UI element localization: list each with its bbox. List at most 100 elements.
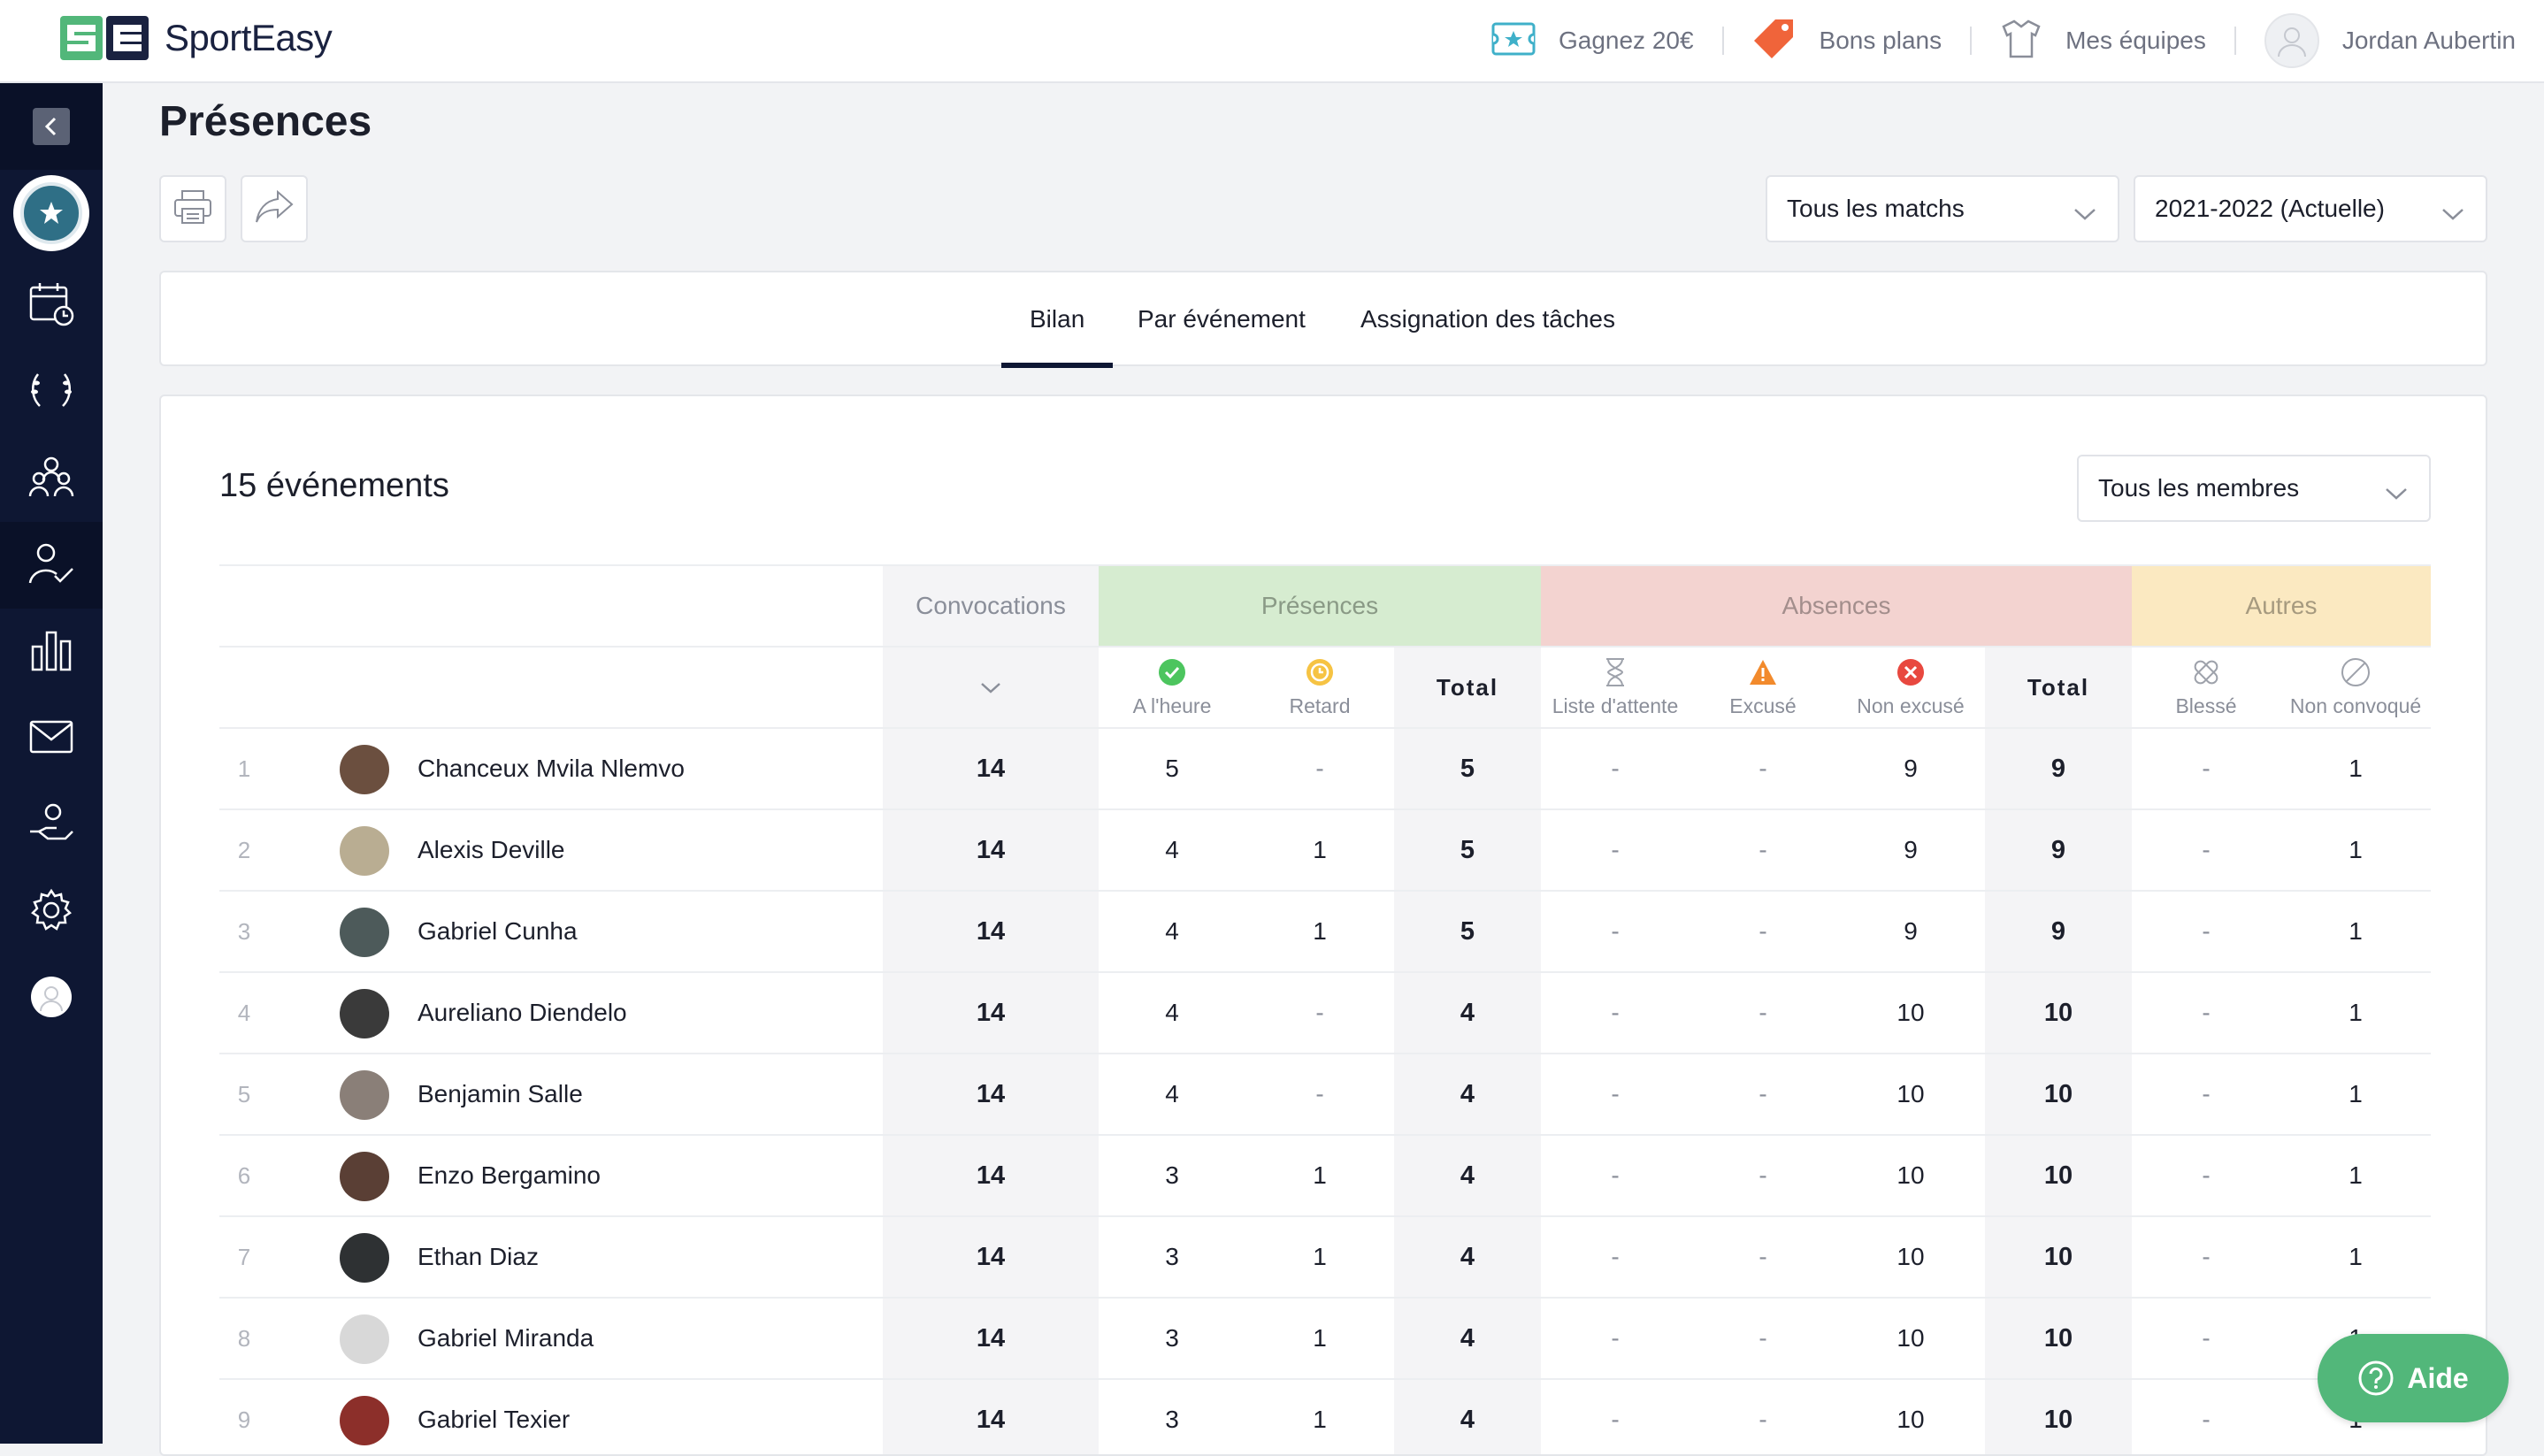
table-row[interactable]: 5 Benjamin Salle 14 4 - 4 - - 10 10 - 1 [219, 1053, 2431, 1134]
user-menu[interactable]: Jordan Aubertin [2236, 0, 2544, 81]
sidebar-item-payments[interactable] [0, 782, 103, 869]
cell-injured: - [2202, 1406, 2211, 1433]
col-excused[interactable]: Excusé [1690, 648, 1836, 727]
sidebar-item-settings[interactable] [0, 869, 103, 955]
player-name[interactable]: Gabriel Cunha [418, 917, 578, 945]
player-name[interactable]: Gabriel Miranda [418, 1324, 594, 1352]
sporteasy-logo[interactable]: SportEasy [60, 16, 333, 60]
tab-par-evenement[interactable]: Par événement [1138, 305, 1306, 333]
attendance-icon [28, 542, 74, 589]
player-avatar[interactable] [340, 908, 389, 957]
cell-excused: - [1759, 755, 1767, 782]
player-name[interactable]: Benjamin Salle [418, 1080, 583, 1107]
sort-convocations-button[interactable] [883, 648, 1099, 727]
top-nav: Gagnez 20€ Bons plans Mes équipes Jordan… [1463, 0, 2544, 81]
cell-late: - [1315, 999, 1324, 1026]
col-injured[interactable]: Blessé [2132, 648, 2280, 727]
warning-icon [1748, 657, 1778, 687]
print-button[interactable] [159, 175, 226, 242]
sidebar-item-team[interactable] [0, 170, 103, 257]
cell-not-called: 1 [2349, 999, 2363, 1026]
sidebar-item-competitions[interactable] [0, 349, 103, 435]
sidebar-item-stats[interactable] [0, 609, 103, 695]
table-row[interactable]: 4 Aureliano Diendelo 14 4 - 4 - - 10 10 - 1 [219, 971, 2431, 1053]
hourglass-icon [1605, 657, 1626, 687]
player-name[interactable]: Aureliano Diendelo [418, 999, 627, 1026]
player-name[interactable]: Enzo Bergamino [418, 1161, 602, 1189]
col-absences-total[interactable]: Total [1985, 648, 2132, 727]
col-not-excused[interactable]: Non excusé [1836, 648, 1985, 727]
mail-icon [29, 720, 73, 758]
cell-late: - [1315, 1080, 1324, 1107]
player-avatar[interactable] [340, 745, 389, 794]
player-name[interactable]: Gabriel Texier [418, 1406, 571, 1433]
chevron-down-icon [2073, 200, 2096, 228]
player-avatar[interactable] [340, 1314, 389, 1364]
cell-presences-total: 4 [1394, 973, 1541, 1053]
tab-bilan[interactable]: Bilan [1000, 272, 1114, 368]
chevron-down-icon [980, 673, 1001, 701]
sidebar-item-members[interactable] [0, 435, 103, 522]
season-select[interactable]: 2021-2022 (Actuelle) [2134, 175, 2487, 242]
help-button[interactable]: Aide [2318, 1334, 2509, 1422]
cell-convocations: 14 [883, 1380, 1099, 1454]
cell-waiting-list: - [1611, 999, 1620, 1026]
cell-convocations: 14 [883, 1217, 1099, 1297]
cell-not-excused: 9 [1904, 836, 1918, 863]
player-name[interactable]: Alexis Deville [418, 836, 565, 863]
sidebar-item-profile[interactable] [0, 955, 103, 1042]
player-name[interactable]: Ethan Diaz [418, 1243, 539, 1270]
cell-presences-total: 5 [1394, 810, 1541, 890]
cell-late: 1 [1313, 1161, 1327, 1189]
col-not-called[interactable]: Non convoqué [2280, 648, 2431, 727]
nav-divider [1721, 27, 1724, 55]
table-row[interactable]: 1 Chanceux Mvila Nlemvo 14 5 - 5 - - 9 9 - 1 [219, 727, 2431, 808]
bandage-icon [2191, 657, 2221, 687]
check-circle-icon [1158, 657, 1186, 687]
sidebar-item-messages[interactable] [0, 695, 103, 782]
tab-assignation-taches[interactable]: Assignation des tâches [1360, 305, 1615, 333]
table-row[interactable]: 3 Gabriel Cunha 14 4 1 5 - - 9 9 - 1 [219, 890, 2431, 971]
col-on-time[interactable]: A l'heure [1099, 648, 1245, 727]
player-avatar[interactable] [340, 1233, 389, 1283]
clock-icon [1306, 657, 1334, 687]
sidebar-collapse-button[interactable] [0, 83, 103, 170]
referral-link[interactable]: Gagnez 20€ [1463, 0, 1722, 81]
player-avatar[interactable] [340, 1152, 389, 1201]
cell-convocations: 14 [883, 1136, 1099, 1215]
cell-late: 1 [1313, 836, 1327, 863]
sidebar-item-calendar[interactable] [0, 262, 103, 349]
team-badge-icon [13, 175, 89, 251]
col-waiting-list[interactable]: Liste d'attente [1541, 648, 1690, 727]
player-avatar[interactable] [340, 1396, 389, 1445]
table-row[interactable]: 7 Ethan Diaz 14 3 1 4- -10 10-1 [219, 1215, 2431, 1297]
profile-icon [30, 976, 73, 1023]
table-row[interactable]: 2 Alexis Deville 14 4 1 5 - - 9 9 - 1 [219, 808, 2431, 890]
deals-link[interactable]: Bons plans [1724, 0, 1971, 81]
cell-not-called: 1 [2349, 755, 2363, 782]
match-filter-select[interactable]: Tous les matchs [1766, 175, 2119, 242]
col-excused-label: Excusé [1729, 694, 1797, 717]
player-avatar[interactable] [340, 826, 389, 876]
sidebar-item-attendance[interactable] [0, 522, 103, 609]
group-autres: Autres [2132, 566, 2431, 646]
group-convocations: Convocations [883, 566, 1099, 646]
cell-on-time: 4 [1165, 917, 1179, 945]
player-avatar[interactable] [340, 989, 389, 1038]
chevron-down-icon [2385, 479, 2408, 508]
player-name[interactable]: Chanceux Mvila Nlemvo [418, 755, 685, 782]
members-filter-select[interactable]: Tous les membres [2077, 455, 2431, 522]
col-presences-total[interactable]: Total [1394, 648, 1541, 727]
cell-convocations: 14 [883, 1054, 1099, 1134]
col-late[interactable]: Retard [1245, 648, 1394, 727]
table-row[interactable]: 6 Enzo Bergamino 14 3 1 4- -10 10-1 [219, 1134, 2431, 1215]
share-button[interactable] [241, 175, 308, 242]
my-teams-label: Mes équipes [2065, 27, 2206, 54]
my-teams-link[interactable]: Mes équipes [1972, 0, 2234, 81]
player-avatar[interactable] [340, 1070, 389, 1120]
user-name: Jordan Aubertin [2341, 27, 2516, 54]
cell-presences-total: 4 [1394, 1380, 1541, 1454]
cell-on-time: 4 [1165, 999, 1179, 1026]
